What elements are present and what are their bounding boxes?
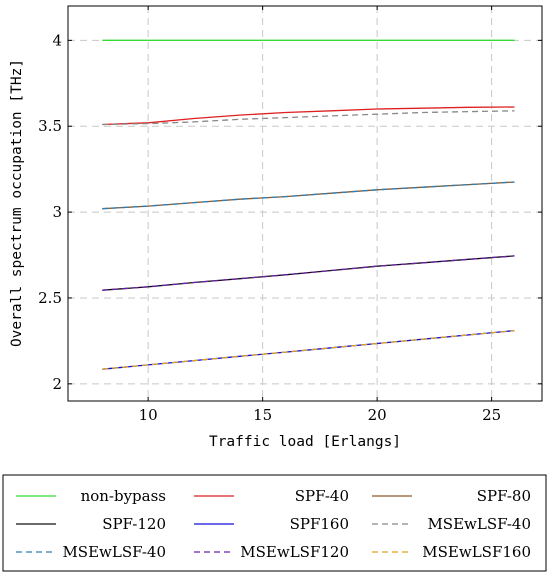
legend-label-1: SPF-40 (295, 487, 349, 505)
y-tick-label: 3 (52, 203, 62, 221)
legend-label-0: non-bypass (81, 487, 166, 505)
axis-ticks: 10 15 20 25 2 2.5 3 3.5 4 (38, 6, 542, 424)
y-axis-title: Overall spectrum occupation [THz] (9, 59, 25, 347)
series-line-6 (102, 181, 515, 210)
x-tick-label: 20 (368, 406, 387, 424)
grid (68, 6, 542, 401)
series-line-8 (102, 329, 515, 370)
legend-box (2, 474, 547, 572)
y-tick-label: 3.5 (38, 117, 62, 135)
plot-frame (67, 5, 543, 402)
x-axis-title: Traffic load [Erlangs] (209, 434, 401, 450)
legend-label-6: MSEwLSF-40 (62, 543, 166, 561)
legend-label-5: MSEwLSF-40 (427, 515, 531, 533)
legend: non-bypass SPF-40 SPF-80 SPF-120 SPF160 MSEwL… (16, 487, 531, 561)
legend-label-2: SPF-80 (477, 487, 531, 505)
legend-label-8: MSEwLSF160 (422, 543, 531, 561)
x-tick-label: 15 (253, 406, 272, 424)
legend-label-7: MSEwLSF120 (240, 543, 349, 561)
y-tick-label: 2.5 (38, 289, 62, 307)
series-line-7 (102, 255, 515, 291)
series-line-1 (102, 106, 515, 126)
legend-label-4: SPF160 (290, 515, 349, 533)
legend-label-3: SPF-120 (102, 515, 166, 533)
series-line-5 (102, 110, 515, 126)
y-tick-label: 2 (52, 375, 62, 393)
x-tick-label: 10 (139, 406, 158, 424)
series-lines (102, 39, 515, 370)
y-tick-label: 4 (52, 31, 62, 49)
x-tick-label: 25 (482, 406, 501, 424)
